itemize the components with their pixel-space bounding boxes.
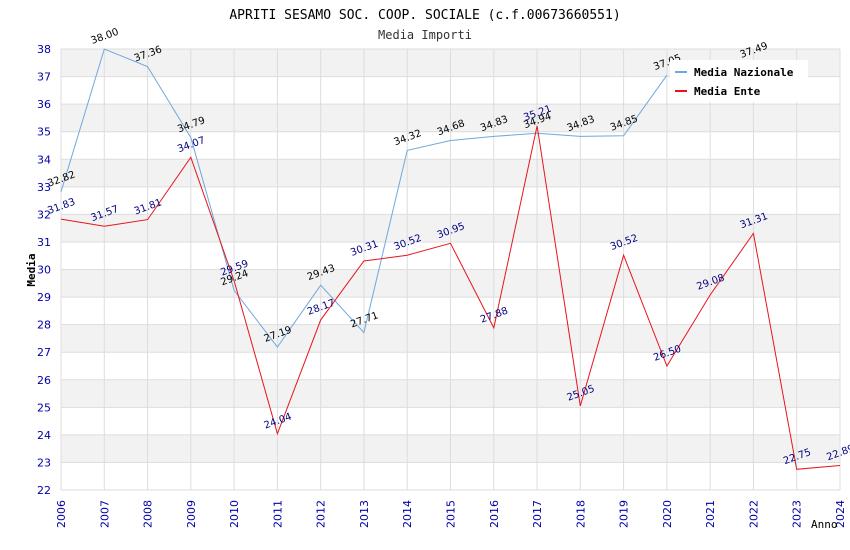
y-tick-label: 37 bbox=[37, 71, 51, 84]
y-tick-label: 32 bbox=[37, 208, 51, 221]
x-tick-label: 2016 bbox=[488, 500, 501, 528]
grid-bands bbox=[60, 48, 841, 491]
x-tick-label: 2017 bbox=[531, 500, 544, 528]
y-axis-label: Media bbox=[25, 253, 38, 286]
y-tick-label: 34 bbox=[37, 153, 51, 166]
x-tick-label: 2010 bbox=[228, 500, 241, 528]
y-tick-label: 31 bbox=[37, 236, 51, 249]
y-tick-label: 24 bbox=[37, 429, 51, 442]
x-tick-label: 2021 bbox=[704, 500, 717, 528]
y-tick-label: 35 bbox=[37, 126, 51, 139]
y-tick-label: 38 bbox=[37, 43, 51, 56]
legend: Media Nazionale Media Ente bbox=[670, 60, 808, 102]
series-line-1 bbox=[60, 125, 841, 470]
legend-box bbox=[670, 60, 808, 102]
x-tick-label: 2008 bbox=[142, 500, 155, 528]
y-tick-label: 27 bbox=[37, 346, 51, 359]
y-tick-label: 28 bbox=[37, 319, 51, 332]
x-axis-label: Anno bbox=[811, 518, 838, 531]
x-axis-ticks: 2006 2007 2008 2009 2010 2011 2012 2013 2014 2015… bbox=[55, 500, 847, 528]
y-tick-label: 22 bbox=[37, 484, 51, 497]
legend-entry: Media Ente bbox=[694, 85, 761, 98]
x-tick-label: 2020 bbox=[661, 500, 674, 528]
x-tick-label: 2006 bbox=[55, 500, 68, 528]
x-tick-label: 2013 bbox=[358, 500, 371, 528]
x-tick-label: 2019 bbox=[618, 500, 631, 528]
y-tick-label: 30 bbox=[37, 264, 51, 277]
x-tick-label: 2024 bbox=[834, 500, 847, 528]
x-tick-label: 2015 bbox=[445, 500, 458, 528]
x-tick-label: 2022 bbox=[747, 500, 760, 528]
y-tick-label: 29 bbox=[37, 291, 51, 304]
x-tick-label: 2023 bbox=[791, 500, 804, 528]
x-tick-label: 2007 bbox=[98, 500, 111, 528]
legend-entry: Media Nazionale bbox=[694, 66, 794, 79]
y-tick-label: 23 bbox=[37, 456, 51, 469]
y-tick-label: 25 bbox=[37, 401, 51, 414]
x-tick-label: 2012 bbox=[315, 500, 328, 528]
chart-title: APRITI SESAMO SOC. COOP. SOCIALE (c.f.00… bbox=[229, 8, 620, 23]
y-axis-ticks: 22 23 24 25 26 27 28 29 30 31 32 33 34 35 36 37 38 bbox=[37, 43, 51, 497]
y-tick-label: 36 bbox=[37, 98, 51, 111]
y-tick-label: 33 bbox=[37, 181, 51, 194]
series-lines bbox=[60, 49, 841, 470]
x-tick-label: 2009 bbox=[185, 500, 198, 528]
x-tick-label: 2018 bbox=[574, 500, 587, 528]
x-tick-label: 2014 bbox=[401, 500, 414, 528]
x-tick-label: 2011 bbox=[271, 500, 284, 528]
data-label: 38.00 bbox=[90, 27, 121, 47]
y-tick-label: 26 bbox=[37, 374, 51, 387]
chart-subtitle: Media Importi bbox=[378, 28, 472, 42]
